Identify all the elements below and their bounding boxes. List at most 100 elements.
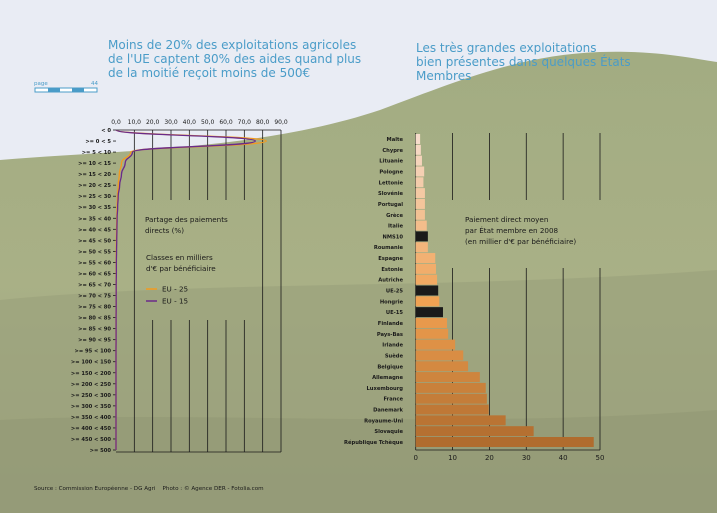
y-tick-label: >= 20 < 25 (78, 183, 111, 189)
legend-label-eu25: EU - 25 (162, 285, 188, 294)
y-tick-label: >= 350 < 400 (71, 415, 112, 421)
y-tick-label: >= 35 < 40 (78, 216, 111, 222)
category-label: Danemark (373, 408, 403, 414)
y-tick-label: >= 200 < 250 (71, 382, 112, 388)
page-number: 44 (91, 81, 98, 87)
bar (415, 231, 428, 242)
bar (415, 253, 436, 264)
y-tick-label: >= 50 < 55 (78, 249, 111, 255)
category-label: NMS10 (383, 234, 404, 240)
y-tick-label: >= 10 < 15 (78, 161, 111, 167)
bar (415, 263, 436, 274)
bar (415, 296, 440, 307)
y-tick-label: >= 60 < 65 (78, 271, 111, 277)
y-tick-label: >= 65 < 70 (78, 282, 111, 288)
left-chart-grid (116, 129, 282, 453)
y-tick-label: >= 0 < 5 (85, 139, 111, 145)
series-line-eu15 (115, 129, 256, 450)
left-title: Moins de 20% des exploitations agricoles… (108, 38, 365, 80)
category-label: Lituanie (379, 159, 403, 165)
y-tick-label: >= 450 < 500 (71, 437, 112, 443)
x-tick-label: 40 (559, 454, 568, 462)
legend: EU - 25 EU - 15 (146, 285, 188, 306)
x-tick-label: 10,0 (128, 119, 142, 126)
bar (415, 350, 464, 361)
y-tick-label: >= 15 < 20 (78, 172, 111, 178)
category-label: Luxembourg (366, 386, 403, 392)
bar (415, 328, 449, 339)
page-bar (34, 87, 98, 93)
bar (415, 155, 422, 166)
y-tick-label: >= 500 (90, 448, 112, 454)
right-title: Les très grandes exploitations bien prés… (416, 41, 635, 83)
bar (415, 339, 456, 350)
category-label: Estonie (381, 267, 403, 273)
left-chart-annotation: Partage des paiements directs (%) (145, 215, 230, 235)
y-tick-label: >= 250 < 300 (71, 393, 112, 399)
bar (415, 220, 427, 231)
category-label: France (383, 397, 403, 403)
x-tick-label: 10 (448, 454, 457, 462)
bar (415, 393, 487, 404)
source-credit: Source : Commission Européenne - DG Agri… (34, 485, 264, 492)
right-chart-category-labels: Malte Chypre Lituanie Pologne Lettonie Slovén… (344, 137, 404, 446)
category-label: Slovaquie (374, 429, 403, 435)
y-tick-label: >= 95 < 100 (74, 349, 111, 355)
category-label: Malte (387, 137, 404, 143)
category-label: Lettonie (379, 180, 404, 186)
x-tick-label: 80,0 (256, 119, 270, 126)
category-label: Portugal (378, 202, 403, 208)
y-tick-label: >= 80 < 85 (78, 316, 111, 322)
bar (415, 437, 594, 447)
bar (415, 317, 448, 328)
x-tick-label: 60,0 (219, 119, 233, 126)
bar (415, 404, 489, 415)
y-tick-label: >= 100 < 150 (71, 360, 112, 366)
average-payment-chart: Malte Chypre Lituanie Pologne Lettonie Slovén… (344, 133, 604, 462)
category-label: Hongrie (380, 299, 404, 305)
left-chart-y-ticks: < 0 >= 0 < 5 >= 5 < 10 >= 10 < 15 >= 15 < 20… (71, 128, 116, 454)
page-label: page (34, 81, 48, 87)
legend-label-eu15: EU - 15 (162, 297, 188, 306)
category-label: UE-25 (386, 289, 404, 295)
category-label: Allemagne (372, 375, 403, 381)
category-label: Suède (385, 352, 404, 359)
bar (415, 415, 506, 426)
y-tick-label: < 0 (101, 128, 111, 134)
category-label: Espagne (378, 256, 403, 262)
bar (415, 274, 438, 285)
left-chart-class-note: Classes en milliers d'€ par bénéficiaire (146, 253, 216, 273)
x-tick-label: 30 (522, 454, 531, 462)
category-label: Autriche (378, 278, 403, 284)
y-tick-label: >= 30 < 35 (78, 205, 111, 211)
bar (415, 134, 421, 144)
y-tick-label: >= 5 < 10 (82, 150, 112, 156)
bar (415, 426, 534, 437)
x-tick-label: 90,0 (274, 119, 288, 126)
bar (415, 188, 425, 199)
x-tick-label: 50 (596, 454, 605, 462)
category-label: Pays-Bas (377, 332, 403, 338)
y-tick-label: >= 300 < 350 (71, 404, 112, 410)
category-label: Roumanie (374, 245, 404, 251)
x-tick-label: 40,0 (183, 119, 197, 126)
category-label: Italie (388, 224, 403, 230)
y-tick-label: >= 85 < 90 (78, 327, 111, 333)
y-tick-label: >= 55 < 60 (78, 260, 111, 266)
left-chart-x-ticks: 0,0 10,0 20,0 30,0 40,0 50,0 60,0 70,0 80,0 90,0 (111, 119, 288, 126)
bar (415, 144, 421, 155)
bar (415, 198, 425, 209)
page-bar-segment (72, 88, 84, 92)
category-label: Chypre (382, 148, 403, 154)
payment-share-chart: 0,0 10,0 20,0 30,0 40,0 50,0 60,0 70,0 80,0 90,0 … (71, 119, 288, 454)
x-tick-label: 70,0 (238, 119, 252, 126)
right-chart-annotation: Paiement direct moyen par État membre en… (465, 215, 576, 246)
x-tick-label: 20 (485, 454, 494, 462)
bar (415, 382, 486, 393)
x-tick-label: 0,0 (111, 119, 121, 126)
right-chart-bars (415, 134, 594, 447)
bar (415, 242, 428, 253)
left-chart-lines (115, 129, 267, 450)
bar (415, 307, 443, 318)
